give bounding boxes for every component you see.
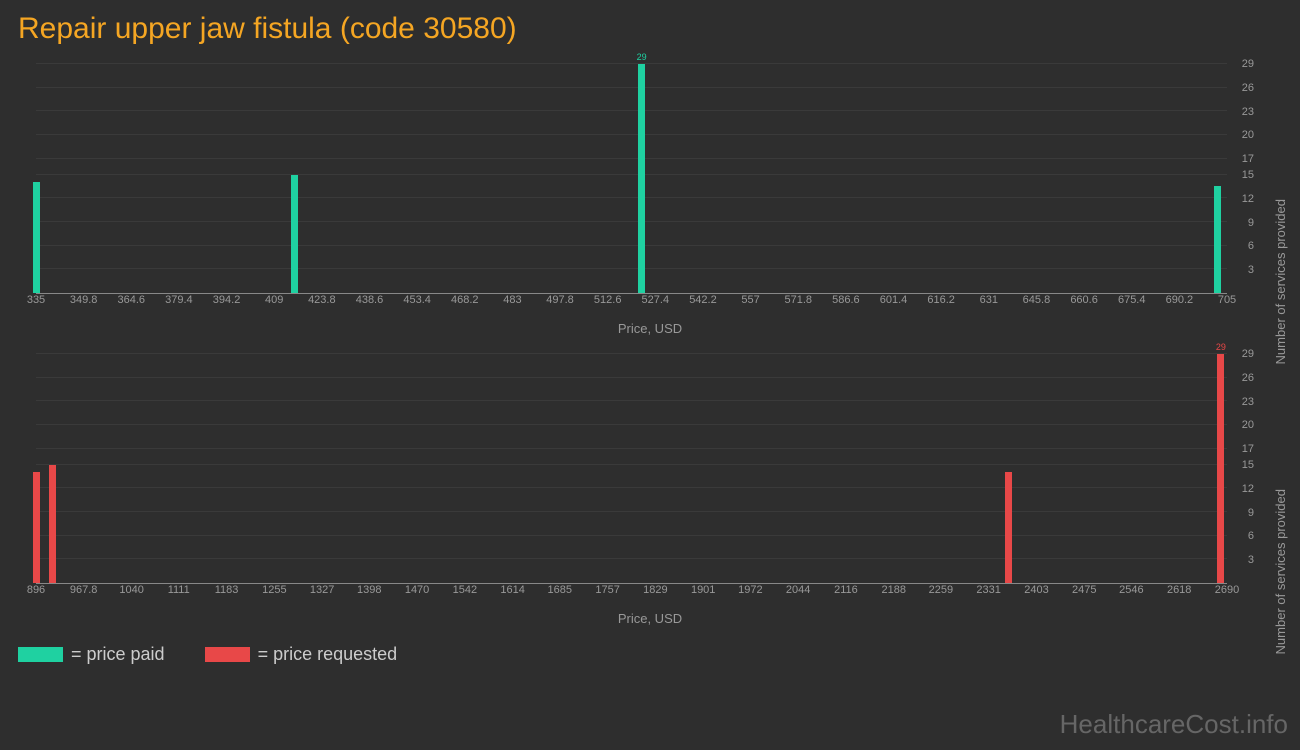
chart1-yaxis: 36912151720232629	[1229, 64, 1254, 294]
chart1-plot: 29	[36, 64, 1227, 294]
bar	[1214, 186, 1221, 293]
page-title: Repair upper jaw fistula (code 30580)	[0, 0, 1300, 54]
legend-swatch-requested	[205, 647, 250, 662]
bar: 29	[1217, 354, 1224, 583]
chart1-xlabel: Price, USD	[18, 321, 1282, 336]
bar	[1005, 472, 1012, 583]
legend-item-requested: = price requested	[205, 644, 398, 665]
legend-item-paid: = price paid	[18, 644, 165, 665]
chart2-xlabel: Price, USD	[18, 611, 1282, 626]
bar	[33, 472, 40, 583]
chart2-plot: 29	[36, 354, 1227, 584]
chart2-yaxis: 36912151720232629	[1229, 354, 1254, 584]
bar: 29	[638, 64, 645, 293]
bar	[49, 465, 56, 583]
chart1-xaxis: 335349.8364.6379.4394.2409423.8438.6453.…	[36, 294, 1227, 314]
bar	[33, 182, 40, 293]
chart2-ylabel: Number of services provided	[1273, 489, 1288, 654]
legend: = price paid = price requested	[0, 634, 1300, 675]
watermark: HealthcareCost.info	[1060, 709, 1288, 740]
chart-price-paid: 29 335349.8364.6379.4394.2409423.8438.64…	[18, 54, 1282, 344]
legend-label-requested: = price requested	[258, 644, 398, 665]
bar	[291, 175, 298, 293]
chart2-xaxis: 896967.810401111118312551327139814701542…	[36, 584, 1227, 604]
chart1-ylabel: Number of services provided	[1273, 199, 1288, 364]
legend-swatch-paid	[18, 647, 63, 662]
legend-label-paid: = price paid	[71, 644, 165, 665]
chart-price-requested: 29 896967.810401111118312551327139814701…	[18, 344, 1282, 634]
